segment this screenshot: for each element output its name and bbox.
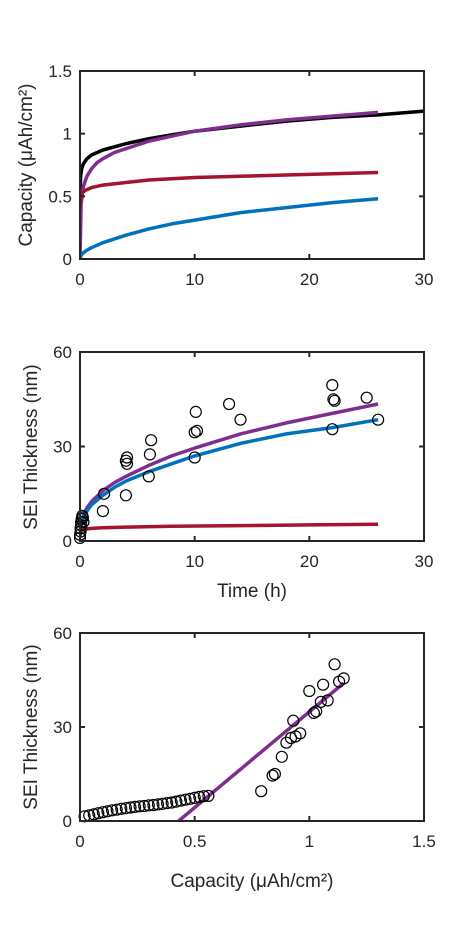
panel-2-data-marker: [190, 406, 201, 417]
panel-2-xlabel: Time (h): [217, 581, 287, 602]
panel-3-x-tick-label: 0.5: [183, 832, 207, 851]
panel-1-y-tick-label: 1: [63, 125, 72, 144]
panel-2-data-marker: [97, 506, 108, 517]
panel-3-data-marker: [276, 751, 287, 762]
panel-1-y-tick-label: 0.5: [48, 187, 72, 206]
panel-3-y-tick-label: 60: [53, 624, 72, 643]
panel-2-data-marker: [224, 399, 235, 410]
panel-3-x-tick-label: 1: [305, 832, 314, 851]
panel-3-data-marker: [318, 679, 329, 690]
panel-2-x-tick-label: 30: [415, 552, 434, 571]
panel-3-xlabel: Capacity (μAh/cm²): [171, 871, 334, 892]
panel-3-axes-box: [80, 633, 424, 821]
panel-1-ylabel-text: Capacity (μAh/cm²): [16, 84, 37, 247]
panel-3-data-marker: [256, 786, 267, 797]
panel-2-y-tick-label: 30: [53, 438, 72, 457]
panel-3-x-tick-label: 0: [75, 832, 84, 851]
panel-2-x-tick-label: 0: [75, 552, 84, 571]
panel-2-ylabel: SEI Thickness (nm): [21, 364, 42, 529]
panel-2-red-series-line: [80, 524, 378, 531]
panel-3-ylabel: SEI Thickness (nm): [21, 644, 42, 809]
panel-3-y-tick-label: 30: [53, 718, 72, 737]
panel-2-data-marker: [146, 435, 157, 446]
panel-1-axes-box: [80, 71, 424, 259]
panel-1-x-tick-label: 10: [185, 270, 204, 289]
panel-2-data-marker: [144, 449, 155, 460]
panel-2-y-tick-label: 60: [53, 343, 72, 362]
panel-1-blue-series-line: [80, 199, 378, 259]
panel-2-y-tick-label: 0: [63, 532, 72, 551]
panel-2-data-marker: [361, 392, 372, 403]
panel-3-y-tick-label: 0: [63, 812, 72, 831]
panel-2-x-tick-label: 20: [300, 552, 319, 571]
panel-2-data-marker: [327, 380, 338, 391]
panel-2-x-tick-label: 10: [185, 552, 204, 571]
sei-thickness-vs-time-panel: SEI Thickness (nm) Time (h) 0 10 20 30 0 30 60: [21, 343, 433, 602]
panel-3-data-marker: [329, 659, 340, 670]
panel-2-data-marker: [120, 490, 131, 501]
panel-1-y-tick-label: 0: [63, 250, 72, 269]
panel-1-y-tick-label: 1.5: [48, 62, 72, 81]
panel-2-data-marker: [235, 414, 246, 425]
panel-3-x-tick-label: 1.5: [412, 832, 436, 851]
panel-2-axes-box: [80, 352, 424, 541]
panel-1-x-tick-label: 20: [300, 270, 319, 289]
panel-1-x-tick-label: 30: [415, 270, 434, 289]
capacity-panel: Capacity (μAh/cm²) 0 10 20 30 0 0.5 1 1.5: [16, 62, 433, 289]
panel-1-x-tick-label: 0: [75, 270, 84, 289]
panel-1-ylabel: Capacity (μAh/cm²): [16, 84, 37, 247]
panel-3-data-marker: [304, 686, 315, 697]
